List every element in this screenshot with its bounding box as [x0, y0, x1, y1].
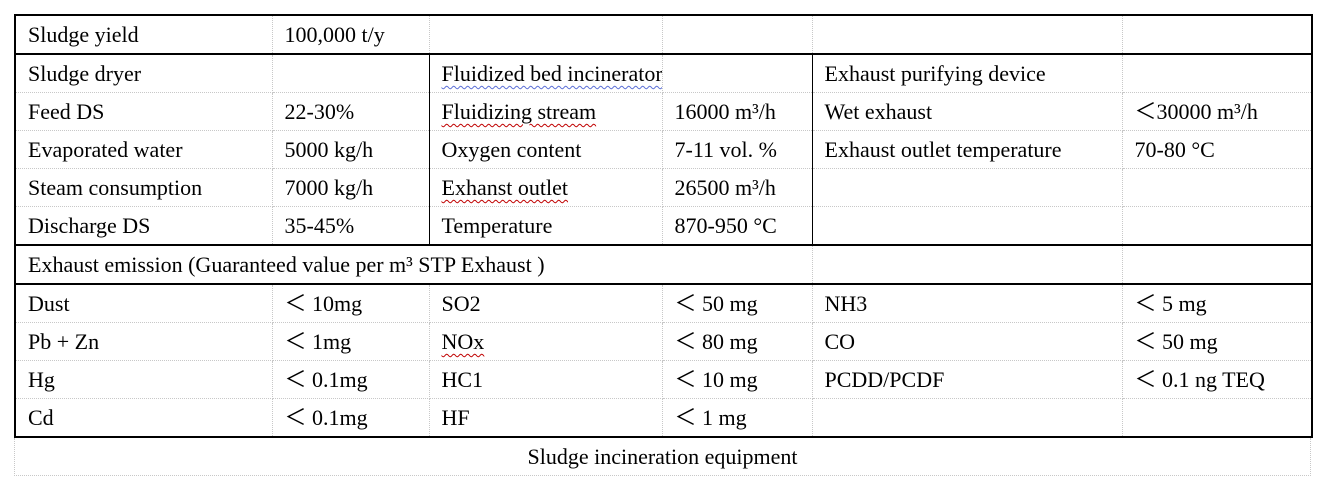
sludge-incineration-table: Sludge yield 100,000 t/y Sludge dryer Fl… — [14, 14, 1313, 438]
incinerator-param-label: Exhanst outlet — [428, 168, 663, 207]
dryer-param-value: 22-30% — [271, 92, 430, 131]
table-row: Pb + Zn ＜ 1mg NOx ＜ 80 mg CO ＜ 50 mg — [14, 322, 1313, 361]
emission-value: ＜ 10 mg — [661, 360, 813, 399]
incinerator-header: Fluidized bed incinerator — [428, 53, 663, 93]
emission-value: ＜ 0.1mg — [271, 398, 430, 438]
dryer-param-label: Feed DS — [14, 92, 273, 131]
purifier-param-value — [1121, 168, 1313, 207]
emission-label: NH3 — [811, 283, 1123, 323]
sludge-dryer-header: Sludge dryer — [14, 53, 273, 93]
purifier-param-label: Exhaust outlet temperature — [811, 130, 1123, 169]
emission-value: ＜ 50 mg — [661, 283, 813, 323]
purifier-param-label — [811, 168, 1123, 207]
empty-cell — [811, 244, 1123, 285]
incinerator-param-value: 26500 m³/h — [661, 168, 813, 207]
incinerator-param-value: 16000 m³/h — [661, 92, 813, 131]
empty-cell — [811, 14, 1123, 55]
table-row: Sludge dryer Fluidized bed incinerator E… — [14, 53, 1313, 93]
purifier-param-label — [811, 206, 1123, 246]
emission-label — [811, 398, 1123, 438]
incinerator-param-label: Temperature — [428, 206, 663, 246]
table-row: Dust ＜ 10mg SO2 ＜ 50 mg NH3 ＜ 5 mg — [14, 283, 1313, 323]
emission-value — [1121, 398, 1313, 438]
empty-cell — [661, 14, 813, 55]
table-row: Feed DS 22-30% Fluidizing stream 16000 m… — [14, 92, 1313, 131]
dryer-param-value: 35-45% — [271, 206, 430, 246]
dryer-param-label: Discharge DS — [14, 206, 273, 246]
empty-cell — [661, 53, 813, 93]
purifier-param-value: ＜30000 m³/h — [1121, 92, 1313, 131]
purifier-param-value: 70-80 °C — [1121, 130, 1313, 169]
table-row: Sludge yield 100,000 t/y — [14, 14, 1313, 55]
incinerator-param-value: 870-950 °C — [661, 206, 813, 246]
emission-title: Exhaust emission (Guaranteed value per m… — [14, 244, 813, 285]
dryer-param-value: 7000 kg/h — [271, 168, 430, 207]
emission-label: HC1 — [428, 360, 663, 399]
emission-label: PCDD/PCDF — [811, 360, 1123, 399]
emission-label: NOx — [428, 322, 663, 361]
table-caption: Sludge incineration equipment — [14, 438, 1311, 476]
incinerator-param-label: Fluidizing stream — [428, 92, 663, 131]
emission-label: Cd — [14, 398, 273, 438]
empty-cell — [1121, 53, 1313, 93]
emission-label: HF — [428, 398, 663, 438]
emission-value: ＜ 0.1mg — [271, 360, 430, 399]
emission-label: Hg — [14, 360, 273, 399]
emission-value: ＜ 1mg — [271, 322, 430, 361]
table-row: Exhaust emission (Guaranteed value per m… — [14, 244, 1313, 285]
emission-value: ＜ 1 mg — [661, 398, 813, 438]
dryer-param-label: Evaporated water — [14, 130, 273, 169]
dryer-param-label: Steam consumption — [14, 168, 273, 207]
empty-cell — [1121, 244, 1313, 285]
incinerator-param-label: Oxygen content — [428, 130, 663, 169]
emission-value: ＜ 0.1 ng TEQ — [1121, 360, 1313, 399]
emission-label: Pb + Zn — [14, 322, 273, 361]
sludge-yield-value: 100,000 t/y — [271, 14, 430, 55]
table-row: Steam consumption 7000 kg/h Exhanst outl… — [14, 168, 1313, 207]
empty-cell — [428, 14, 663, 55]
incinerator-param-value: 7-11 vol. % — [661, 130, 813, 169]
emission-value: ＜ 80 mg — [661, 322, 813, 361]
table-row: Evaporated water 5000 kg/h Oxygen conten… — [14, 130, 1313, 169]
table-row: Discharge DS 35-45% Temperature 870-950 … — [14, 206, 1313, 246]
empty-cell — [1121, 14, 1313, 55]
emission-value: ＜ 5 mg — [1121, 283, 1313, 323]
sludge-yield-label: Sludge yield — [14, 14, 273, 55]
empty-cell — [271, 53, 430, 93]
emission-value: ＜ 10mg — [271, 283, 430, 323]
purifier-param-label: Wet exhaust — [811, 92, 1123, 131]
dryer-param-value: 5000 kg/h — [271, 130, 430, 169]
table-row: Cd ＜ 0.1mg HF ＜ 1 mg — [14, 398, 1313, 438]
emission-value: ＜ 50 mg — [1121, 322, 1313, 361]
emission-label: SO2 — [428, 283, 663, 323]
purifier-param-value — [1121, 206, 1313, 246]
document-table-container: Sludge yield 100,000 t/y Sludge dryer Fl… — [14, 14, 1313, 438]
purifier-header: Exhaust purifying device — [811, 53, 1123, 93]
emission-label: CO — [811, 322, 1123, 361]
emission-label: Dust — [14, 283, 273, 323]
table-row: Hg ＜ 0.1mg HC1 ＜ 10 mg PCDD/PCDF ＜ 0.1 n… — [14, 360, 1313, 399]
